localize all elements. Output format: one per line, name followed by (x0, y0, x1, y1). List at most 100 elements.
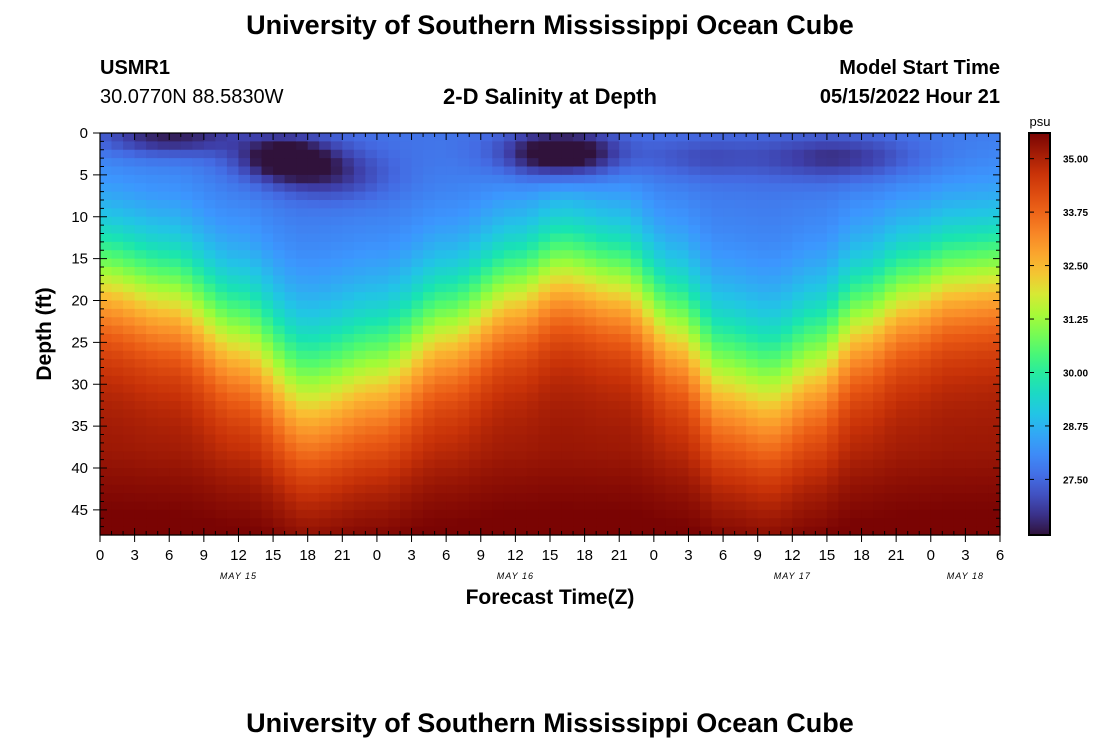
heatmap-cell (446, 384, 459, 394)
heatmap-cell (838, 174, 851, 184)
heatmap-cell (653, 417, 666, 427)
heatmap-cell (400, 225, 413, 235)
heatmap-cell (873, 225, 886, 235)
heatmap-cell (723, 258, 736, 268)
heatmap-cell (330, 384, 343, 394)
heatmap-cell (353, 133, 366, 142)
heatmap-cell (688, 183, 701, 193)
heatmap-cell (515, 216, 528, 226)
heatmap-cell (353, 225, 366, 235)
heatmap-cell (526, 342, 540, 352)
heatmap-cell (723, 166, 736, 176)
heatmap-cell (515, 459, 528, 469)
heatmap-cell (376, 241, 390, 251)
heatmap-cell (976, 459, 990, 469)
heatmap-cell (365, 149, 378, 159)
heatmap-cell (988, 451, 1001, 461)
heatmap-cell (100, 149, 113, 159)
heatmap-cell (157, 350, 170, 360)
heatmap-cell (226, 426, 240, 436)
colorbar-tick-label: 30.00 (1063, 368, 1088, 379)
heatmap-cell (596, 275, 609, 285)
heatmap-cell (884, 225, 897, 235)
heatmap-cell (480, 526, 493, 536)
heatmap-cell (503, 501, 516, 511)
heatmap-cell (561, 417, 574, 427)
heatmap-cell (942, 476, 955, 486)
heatmap-cell (711, 434, 724, 444)
heatmap-cell (734, 200, 747, 209)
heatmap-cell (261, 317, 274, 327)
heatmap-cell (746, 325, 759, 335)
heatmap-cell (423, 484, 436, 494)
heatmap-cell (850, 493, 863, 503)
y-tick-label: 0 (80, 125, 88, 142)
heatmap-cell (723, 141, 736, 151)
heatmap-cell (711, 208, 724, 218)
heatmap-cell (480, 233, 493, 243)
heatmap-cell (169, 334, 182, 343)
heatmap-cell (538, 334, 551, 343)
heatmap-cell (169, 459, 182, 469)
heatmap-cell (342, 518, 355, 528)
heatmap-cell (526, 317, 540, 327)
heatmap-cell (942, 317, 955, 327)
heatmap-cell (434, 375, 447, 385)
heatmap-cell (169, 283, 182, 293)
heatmap-cell (803, 417, 816, 427)
heatmap-cell (988, 401, 1001, 410)
heatmap-cell (884, 300, 897, 310)
heatmap-cell (146, 401, 159, 410)
heatmap-cell (146, 518, 159, 528)
heatmap-cell (330, 401, 343, 410)
heatmap-cell (965, 191, 978, 201)
heatmap-cell (976, 526, 990, 536)
heatmap-cell (976, 174, 990, 184)
heatmap-cell (803, 208, 816, 218)
heatmap-cell (919, 442, 932, 452)
heatmap-cell (884, 317, 897, 327)
heatmap-cell (192, 392, 205, 402)
heatmap-cell (134, 275, 147, 285)
heatmap-cell (596, 308, 609, 318)
heatmap-cell (930, 392, 943, 402)
heatmap-cell (100, 174, 113, 184)
heatmap-cell (111, 200, 124, 209)
heatmap-cell (919, 308, 932, 318)
heatmap-cell (376, 417, 390, 427)
heatmap-cell (146, 509, 159, 519)
heatmap-cell (711, 317, 724, 327)
heatmap-cell (700, 216, 713, 226)
heatmap-cell (711, 526, 724, 536)
heatmap-cell (492, 200, 505, 209)
y-tick-label: 20 (71, 293, 88, 310)
heatmap-cell (907, 308, 920, 318)
heatmap-cell (273, 375, 286, 385)
heatmap-cell (446, 401, 459, 410)
heatmap-cell (180, 233, 193, 243)
heatmap-cell (365, 300, 378, 310)
heatmap-cell (550, 359, 563, 369)
heatmap-cell (792, 501, 805, 511)
heatmap-cell (434, 359, 447, 369)
heatmap-cell (734, 208, 747, 218)
heatmap-cell (296, 183, 309, 193)
heatmap-cell (873, 518, 886, 528)
heatmap-cell (769, 283, 782, 293)
heatmap-cell (976, 401, 990, 410)
heatmap-cell (607, 283, 620, 293)
heatmap-cell (942, 375, 955, 385)
heatmap-cell (469, 183, 482, 193)
heatmap-cell (319, 250, 332, 260)
heatmap-cell (561, 367, 574, 377)
heatmap-cell (746, 191, 759, 201)
heatmap-cell (815, 426, 828, 436)
heatmap-cell (792, 166, 805, 176)
heatmap-cell (411, 518, 424, 528)
heatmap-cell (734, 191, 747, 201)
heatmap-cell (469, 275, 482, 285)
heatmap-cell (353, 141, 366, 151)
heatmap-cell (942, 308, 955, 318)
heatmap-cell (469, 409, 482, 419)
heatmap-cell (342, 375, 355, 385)
